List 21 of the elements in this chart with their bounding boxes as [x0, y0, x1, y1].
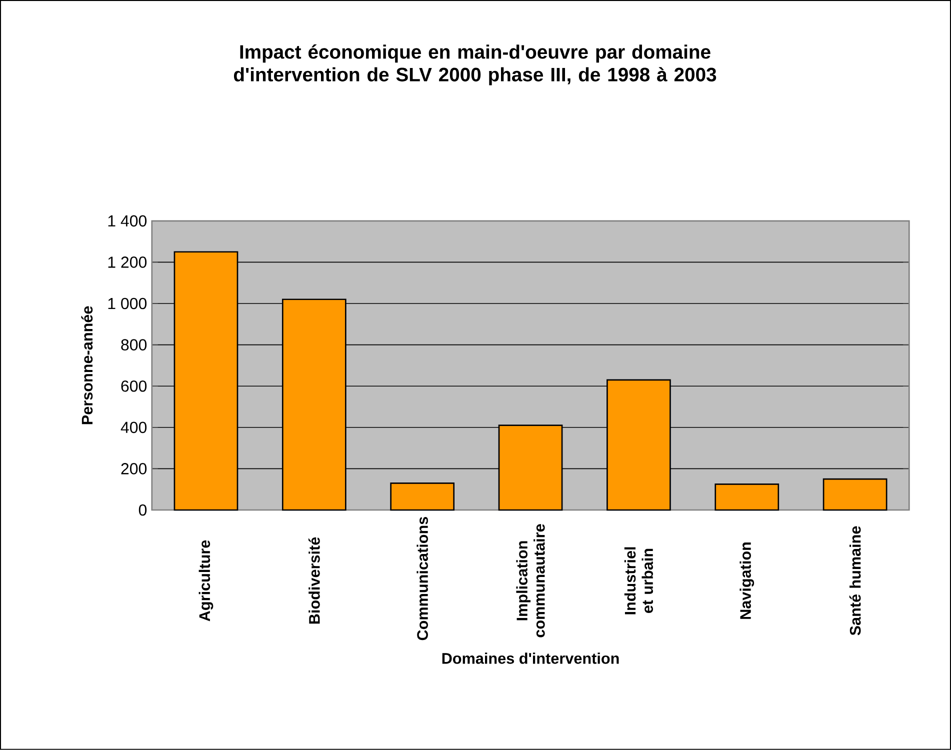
y-tick-label: 400 — [120, 422, 147, 434]
x-tick-label: Implication communautaire — [516, 524, 545, 638]
y-tick-label: 1 200 — [108, 256, 147, 268]
y-tick-label: 800 — [121, 339, 147, 350]
bar — [714, 484, 780, 511]
y-axis-title: Personne-année — [81, 306, 93, 424]
x-tick-label: Communications — [416, 516, 428, 640]
y-tick-label: 1 000 — [108, 298, 147, 310]
x-tick-label: Agriculture — [198, 540, 214, 622]
y-tick-label: 1 400 — [108, 215, 147, 227]
x-tick-label: Navigation — [740, 542, 754, 619]
x-tick-label: Industriel et urbain — [624, 547, 653, 614]
x-tick-label: Biodiversité — [308, 537, 320, 624]
y-tick-label: 600 — [121, 380, 147, 392]
bar — [822, 478, 888, 511]
bar — [390, 482, 455, 511]
x-tick-label: Santé humaine — [849, 526, 861, 636]
chart-title: Impact économique en main-d'oeuvre par domaine d'intervention de SLV 2000 phase III, de 1998 à 2003 — [234, 44, 716, 86]
y-tick-label: 0 — [138, 504, 147, 516]
y-tick-label: 200 — [121, 463, 147, 474]
x-axis-title: Domaines d'intervention — [442, 652, 619, 664]
